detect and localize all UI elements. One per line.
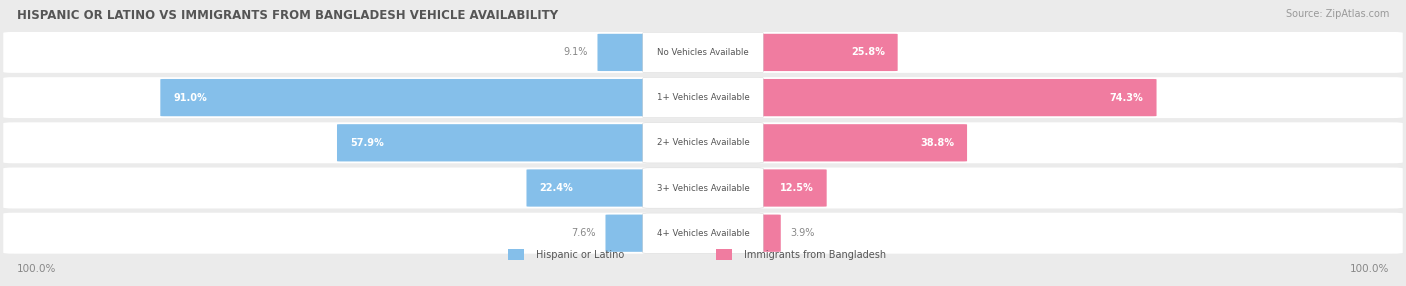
FancyBboxPatch shape <box>754 79 1157 116</box>
Text: 100.0%: 100.0% <box>17 264 56 274</box>
FancyBboxPatch shape <box>337 124 652 161</box>
Text: 74.3%: 74.3% <box>1109 93 1143 103</box>
Text: 3+ Vehicles Available: 3+ Vehicles Available <box>657 184 749 192</box>
FancyBboxPatch shape <box>643 213 763 253</box>
FancyBboxPatch shape <box>3 77 1403 118</box>
FancyBboxPatch shape <box>3 122 1403 163</box>
FancyBboxPatch shape <box>643 123 763 163</box>
Text: 2+ Vehicles Available: 2+ Vehicles Available <box>657 138 749 147</box>
FancyBboxPatch shape <box>643 32 763 73</box>
Text: 91.0%: 91.0% <box>173 93 207 103</box>
FancyBboxPatch shape <box>754 34 897 71</box>
FancyBboxPatch shape <box>754 124 967 161</box>
FancyBboxPatch shape <box>754 169 827 206</box>
Text: 9.1%: 9.1% <box>564 47 588 57</box>
Text: 1+ Vehicles Available: 1+ Vehicles Available <box>657 93 749 102</box>
FancyBboxPatch shape <box>643 78 763 118</box>
Text: Hispanic or Latino: Hispanic or Latino <box>536 250 624 260</box>
FancyBboxPatch shape <box>508 249 524 260</box>
FancyBboxPatch shape <box>716 249 733 260</box>
Text: Source: ZipAtlas.com: Source: ZipAtlas.com <box>1285 9 1389 19</box>
FancyBboxPatch shape <box>3 32 1403 73</box>
Text: 57.9%: 57.9% <box>350 138 384 148</box>
FancyBboxPatch shape <box>160 79 652 116</box>
Text: 22.4%: 22.4% <box>540 183 574 193</box>
Text: Immigrants from Bangladesh: Immigrants from Bangladesh <box>744 250 886 260</box>
FancyBboxPatch shape <box>643 168 763 208</box>
Text: HISPANIC OR LATINO VS IMMIGRANTS FROM BANGLADESH VEHICLE AVAILABILITY: HISPANIC OR LATINO VS IMMIGRANTS FROM BA… <box>17 9 558 21</box>
Text: 4+ Vehicles Available: 4+ Vehicles Available <box>657 229 749 238</box>
Text: 25.8%: 25.8% <box>851 47 884 57</box>
Text: No Vehicles Available: No Vehicles Available <box>657 48 749 57</box>
FancyBboxPatch shape <box>606 214 652 252</box>
Text: 7.6%: 7.6% <box>571 228 596 238</box>
FancyBboxPatch shape <box>598 34 652 71</box>
FancyBboxPatch shape <box>526 169 652 206</box>
Text: 3.9%: 3.9% <box>790 228 815 238</box>
FancyBboxPatch shape <box>3 213 1403 254</box>
FancyBboxPatch shape <box>754 214 780 252</box>
Text: 12.5%: 12.5% <box>780 183 814 193</box>
FancyBboxPatch shape <box>3 168 1403 208</box>
Text: 38.8%: 38.8% <box>920 138 955 148</box>
Text: 100.0%: 100.0% <box>1350 264 1389 274</box>
